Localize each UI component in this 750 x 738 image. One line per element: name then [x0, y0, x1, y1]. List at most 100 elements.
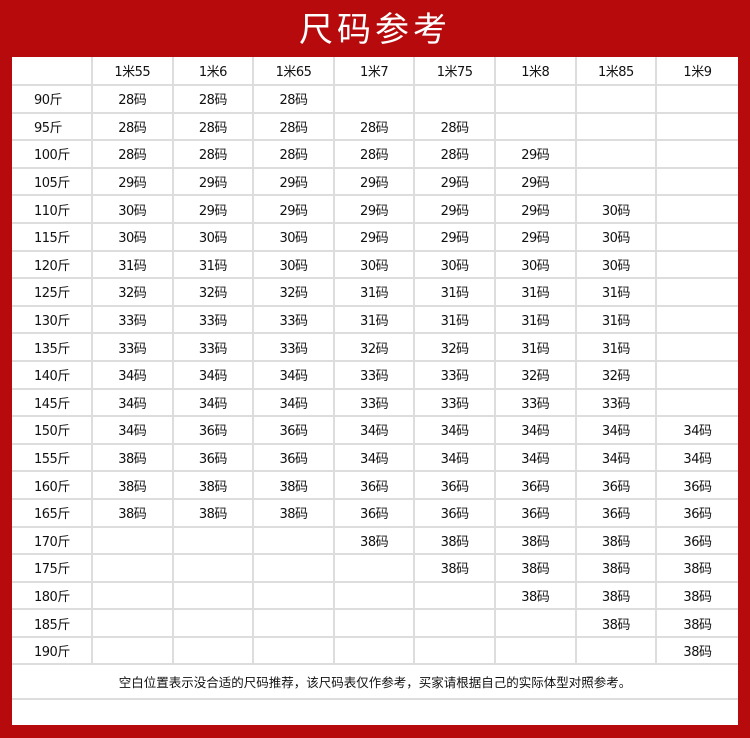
size-cell [657, 141, 738, 167]
row-header-weight: 185斤 [12, 610, 93, 636]
size-cell: 36码 [415, 499, 496, 526]
row-header-weight: 115斤 [12, 223, 93, 250]
size-cell: 30码 [335, 251, 416, 278]
size-cell: 31码 [577, 279, 658, 305]
size-cell [254, 582, 335, 609]
size-cell: 34码 [683, 452, 712, 468]
size-cell: 36码 [683, 479, 712, 495]
table-row: 160斤 38码 38码 38码 36码 36码 36码 36码 36码 [12, 472, 738, 500]
row-header-weight: 130斤 [12, 306, 93, 333]
size-chart-panel: 1米55 1米6 1米65 1米7 1米75 1米8 1米85 1米9 90斤 28码 28码 28码… [12, 57, 738, 725]
size-cell: 32码 [496, 361, 577, 388]
size-cell: 32码 [335, 334, 416, 360]
size-cell: 29码 [335, 168, 416, 195]
size-cell: 38码 [577, 610, 658, 636]
size-cell [174, 527, 255, 554]
row-header-weight: 135斤 [12, 334, 93, 360]
size-cell [254, 527, 335, 554]
size-cell: 38码 [577, 527, 658, 554]
size-cell [254, 637, 335, 664]
size-cell [657, 334, 738, 360]
size-chart-table: 1米55 1米6 1米65 1米7 1米75 1米8 1米85 1米9 90斤 28码 28码 28码… [12, 57, 738, 701]
size-cell: 33码 [254, 334, 335, 360]
size-cell: 29码 [174, 196, 255, 222]
table-row: 165斤 38码 38码 38码 36码 36码 36码 36码 36码 [12, 499, 738, 528]
size-cell: 33码 [335, 361, 416, 388]
size-cell: 34码 [93, 417, 174, 443]
size-cell: 33码 [415, 361, 496, 388]
size-cell: 30码 [93, 223, 174, 250]
size-cell [577, 637, 658, 664]
size-cell [657, 196, 738, 222]
table-row: 105斤 29码 29码 29码 29码 29码 29码 [12, 168, 738, 197]
size-cell: 29码 [415, 168, 496, 195]
size-cell: 38码 [415, 555, 496, 581]
size-cell [415, 610, 496, 636]
size-cell [335, 610, 416, 636]
size-cell: 31码 [496, 306, 577, 333]
size-cell [335, 555, 416, 581]
table-row: 190斤 38码 [12, 637, 738, 666]
size-cell: 31码 [335, 279, 416, 305]
size-cell [496, 637, 577, 664]
size-cell [174, 582, 255, 609]
table-row: 140斤 34码 34码 34码 33码 33码 32码 32码 [12, 361, 738, 390]
table-row: 130斤 33码 33码 33码 31码 31码 31码 31码 [12, 306, 738, 335]
column-header-height: 1米65 [254, 57, 335, 84]
size-cell [254, 555, 335, 581]
row-header-weight: 110斤 [12, 196, 93, 222]
size-cell [174, 610, 255, 636]
row-header-weight: 150斤 [12, 417, 93, 443]
size-cell [335, 86, 416, 112]
page-title: 尺码参考 [299, 10, 451, 50]
size-cell: 34码 [174, 361, 255, 388]
size-cell: 34码 [254, 361, 335, 388]
size-cell: 32码 [254, 279, 335, 305]
size-cell: 34码 [174, 389, 255, 416]
size-cell: 38码 [496, 527, 577, 554]
size-cell: 36码 [496, 472, 577, 498]
size-cell: 30码 [174, 223, 255, 250]
table-row: 150斤 34码 36码 36码 34码 34码 34码 34码 34码 [12, 417, 738, 445]
size-cell [657, 114, 738, 140]
size-cell: 36码 [254, 417, 335, 443]
size-cell: 34码 [93, 389, 174, 416]
size-cell [657, 224, 738, 250]
size-cell [657, 307, 738, 333]
row-header-weight: 140斤 [12, 361, 93, 388]
size-cell: 38码 [93, 472, 174, 498]
table-row: 120斤 31码 31码 30码 30码 30码 30码 30码 [12, 251, 738, 280]
size-cell: 30码 [254, 223, 335, 250]
size-cell: 32码 [174, 279, 255, 305]
table-row: 185斤 38码 38码 [12, 610, 738, 638]
size-cell: 32码 [577, 361, 658, 388]
size-cell: 30码 [577, 251, 658, 278]
size-cell: 33码 [496, 389, 577, 416]
size-cell: 31码 [577, 334, 658, 360]
size-cell: 29码 [496, 223, 577, 250]
size-cell [93, 527, 174, 554]
size-cell: 36码 [174, 417, 255, 443]
size-cell [174, 637, 255, 664]
size-cell: 34码 [577, 417, 658, 443]
size-cell [415, 637, 496, 664]
size-cell: 30码 [415, 251, 496, 278]
size-cell: 32码 [93, 279, 174, 305]
size-cell [93, 555, 174, 581]
corner-cell [12, 57, 93, 84]
row-header-weight: 165斤 [12, 499, 93, 526]
size-cell: 29码 [335, 223, 416, 250]
size-cell: 31码 [174, 251, 255, 278]
size-cell: 38码 [496, 582, 577, 609]
table-row: 110斤 30码 29码 29码 29码 29码 29码 30码 [12, 196, 738, 224]
row-header-weight: 160斤 [12, 472, 93, 498]
size-cell: 36码 [174, 444, 255, 471]
table-row: 115斤 30码 30码 30码 29码 29码 29码 30码 [12, 223, 738, 252]
table-row: 180斤 38码 38码 38码 [12, 582, 738, 611]
column-header-height: 1米9 [683, 65, 712, 80]
table-header-row: 1米55 1米6 1米65 1米7 1米75 1米8 1米85 1米9 [12, 57, 738, 86]
size-cell: 36码 [683, 507, 712, 523]
size-cell [577, 141, 658, 167]
size-cell: 36码 [254, 444, 335, 471]
size-cell [496, 86, 577, 112]
